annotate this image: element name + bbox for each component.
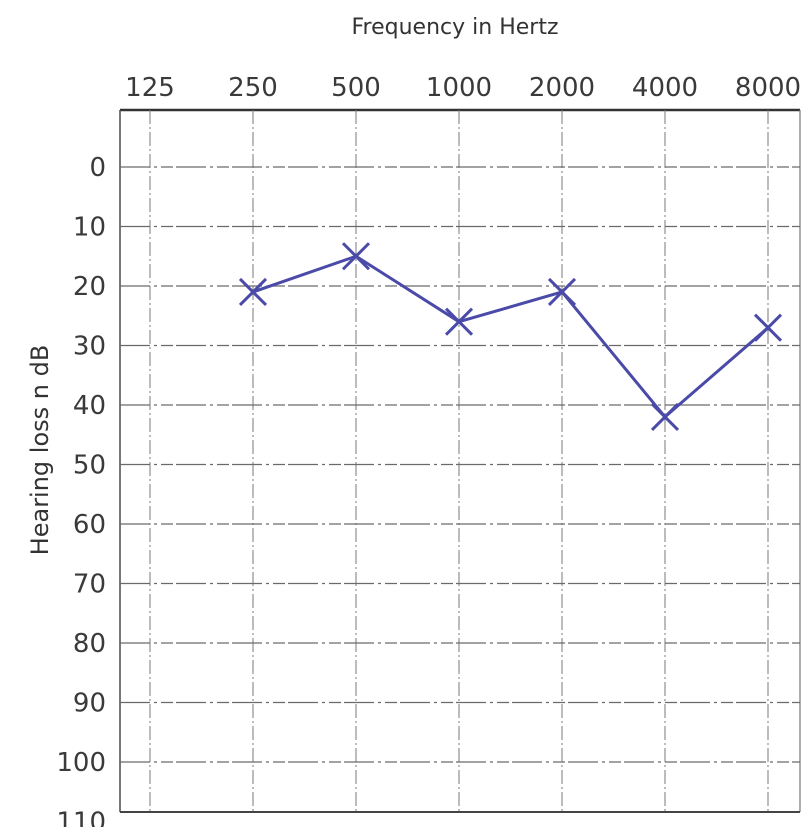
y-axis-title: Hearing loss n dB — [26, 345, 54, 556]
x-tick-label: 2000 — [529, 73, 595, 103]
x-tick-label: 125 — [125, 73, 175, 103]
x-axis-title: Frequency in Hertz — [352, 15, 559, 40]
y-tick-label: 0 — [89, 153, 106, 183]
y-tick-label: 50 — [73, 451, 106, 481]
y-tick-label: 90 — [73, 689, 106, 719]
y-tick-labels: 0 10 20 30 40 50 60 70 80 90 100 110 — [56, 153, 106, 827]
x-tick-label: 8000 — [735, 73, 801, 103]
x-tick-label: 250 — [228, 73, 278, 103]
y-tick-label: 80 — [73, 629, 106, 659]
x-tick-label: 4000 — [632, 73, 698, 103]
y-tick-label: 30 — [73, 332, 106, 362]
data-series — [240, 243, 781, 430]
x-tick-label: 1000 — [426, 73, 492, 103]
y-tick-label: 110 — [56, 808, 106, 827]
series-line — [253, 256, 768, 417]
y-tick-label: 40 — [73, 391, 106, 421]
y-tick-label: 20 — [73, 272, 106, 302]
plot-area — [120, 110, 800, 812]
y-tick-label: 10 — [73, 213, 106, 243]
y-tick-label: 100 — [56, 748, 106, 778]
y-tick-label: 70 — [73, 570, 106, 600]
x-tick-label: 500 — [331, 73, 381, 103]
y-tick-label: 60 — [73, 510, 106, 540]
x-tick-labels: 125 250 500 1000 2000 4000 8000 — [125, 73, 801, 103]
